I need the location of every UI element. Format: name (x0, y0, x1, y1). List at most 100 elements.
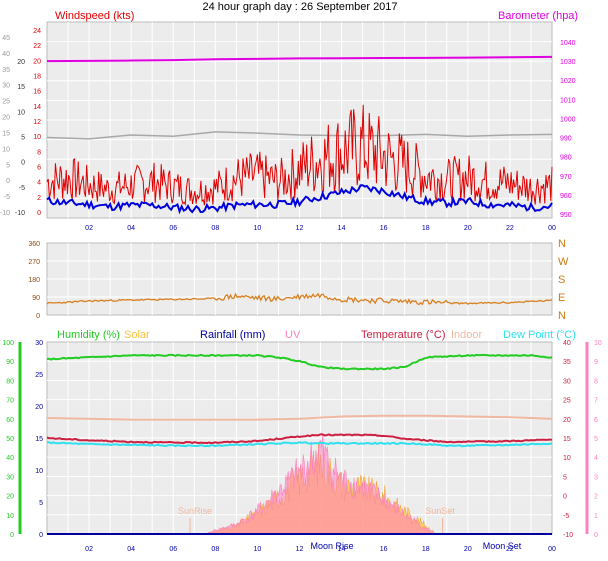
tick-barometer: 1030 (560, 59, 576, 66)
indoor-temp-line (46, 414, 553, 421)
tick-uv: 0 (594, 532, 598, 539)
tick-windspeed: 4 (37, 180, 41, 187)
tick-dark: 20 (17, 59, 25, 66)
tick-uv: 5 (594, 436, 598, 443)
tick-hour: 10 (254, 225, 262, 232)
legend-entry: Solar (124, 329, 150, 341)
annotation: Moon Rise (310, 541, 353, 551)
tick-windspeed: 0 (37, 210, 41, 217)
tick-gray: 0 (6, 178, 10, 185)
tick-compass: S (558, 274, 565, 286)
annotation: SunRise (178, 506, 212, 516)
tick-rainfall: 25 (35, 372, 43, 379)
tick-windspeed: 12 (33, 119, 41, 126)
tick-windspeed: 24 (33, 28, 41, 35)
tick-uv: 3 (594, 474, 598, 481)
annotation: SunSet (425, 506, 455, 516)
tick-hour: 00 (548, 546, 556, 553)
tick-hour: 02 (85, 225, 93, 232)
tick-hour: 18 (422, 546, 430, 553)
tick-uv: 6 (594, 417, 598, 424)
wind-gust-line (46, 104, 553, 207)
tick-temperature: 0 (563, 494, 567, 501)
tick-temperature: 15 (563, 436, 571, 443)
tick-uv: 8 (594, 378, 598, 385)
tick-direction: 0 (36, 313, 40, 320)
dewpoint-line (46, 441, 553, 448)
tick-windspeed: 20 (33, 58, 41, 65)
tick-humidity: 60 (6, 417, 14, 424)
tick-uv: 4 (594, 455, 598, 462)
tick-barometer: 950 (560, 212, 572, 219)
tick-hour: 22 (506, 225, 514, 232)
windspeed-axis-title: Windspeed (kts) (55, 10, 134, 22)
tick-hour: 06 (169, 225, 177, 232)
tick-temperature: 40 (563, 340, 571, 347)
tick-windspeed: 18 (33, 74, 41, 81)
tick-humidity: 80 (6, 378, 14, 385)
tick-windspeed: 6 (37, 165, 41, 172)
tick-gray: -10 (0, 210, 10, 217)
tick-humidity: 50 (6, 436, 14, 443)
legend-entry: Humidity (%) (57, 329, 120, 341)
tick-barometer: 1000 (560, 116, 576, 123)
temperature-line (46, 433, 553, 445)
tick-hour: 22 (506, 546, 514, 553)
tick-temperature: -10 (563, 532, 573, 539)
tick-hour: 00 (548, 225, 556, 232)
tick-direction: 270 (28, 259, 40, 266)
wind-average-line (46, 184, 553, 215)
tick-hour: 04 (127, 225, 135, 232)
tick-temperature: 10 (563, 455, 571, 462)
tick-rainfall: 20 (35, 404, 43, 411)
humidity-line (46, 353, 553, 371)
tick-humidity: 0 (10, 532, 14, 539)
tick-uv: 7 (594, 398, 598, 405)
barometer-axis-title: Barometer (hpa) (498, 10, 578, 22)
tick-humidity: 70 (6, 398, 14, 405)
tick-temperature: 20 (563, 417, 571, 424)
gray-line (46, 131, 553, 140)
tick-humidity: 40 (6, 455, 14, 462)
tick-gray: 10 (2, 146, 10, 153)
tick-humidity: 30 (6, 474, 14, 481)
tick-windspeed: 8 (37, 149, 41, 156)
tick-barometer: 970 (560, 174, 572, 181)
tick-rainfall: 15 (35, 436, 43, 443)
tick-hour: 14 (338, 225, 346, 232)
tick-gray: 15 (2, 130, 10, 137)
tick-windspeed: 16 (33, 89, 41, 96)
tick-hour: 10 (254, 546, 262, 553)
tick-gray: 30 (2, 83, 10, 90)
annotation: Moon Set (483, 541, 522, 551)
tick-hour: 02 (85, 546, 93, 553)
tick-rainfall: 30 (35, 340, 43, 347)
tick-uv: 9 (594, 359, 598, 366)
tick-gray: 45 (2, 35, 10, 42)
tick-dark: -5 (19, 185, 25, 192)
legend-entry: Temperature (°C) (361, 329, 445, 341)
tick-uv: 10 (594, 340, 602, 347)
tick-direction: 90 (32, 295, 40, 302)
tick-hour: 14 (338, 546, 346, 553)
tick-gray: 20 (2, 115, 10, 122)
tick-windspeed: 2 (37, 195, 41, 202)
tick-compass: N (558, 238, 566, 250)
legend-entry: UV (285, 329, 301, 341)
tick-gray: 25 (2, 99, 10, 106)
tick-temperature: -5 (563, 513, 569, 520)
tick-gray: 35 (2, 67, 10, 74)
tick-hour: 16 (380, 546, 388, 553)
tick-dark: 15 (17, 84, 25, 91)
tick-hour: 08 (211, 546, 219, 553)
tick-gray: -5 (4, 194, 10, 201)
tick-hour: 12 (296, 225, 304, 232)
tick-compass: N (558, 310, 566, 322)
tick-uv: 2 (594, 494, 598, 501)
tick-gray: 40 (2, 51, 10, 58)
tick-temperature: 30 (563, 378, 571, 385)
tick-windspeed: 22 (33, 43, 41, 50)
tick-uv: 1 (594, 513, 598, 520)
tick-compass: E (558, 292, 565, 304)
